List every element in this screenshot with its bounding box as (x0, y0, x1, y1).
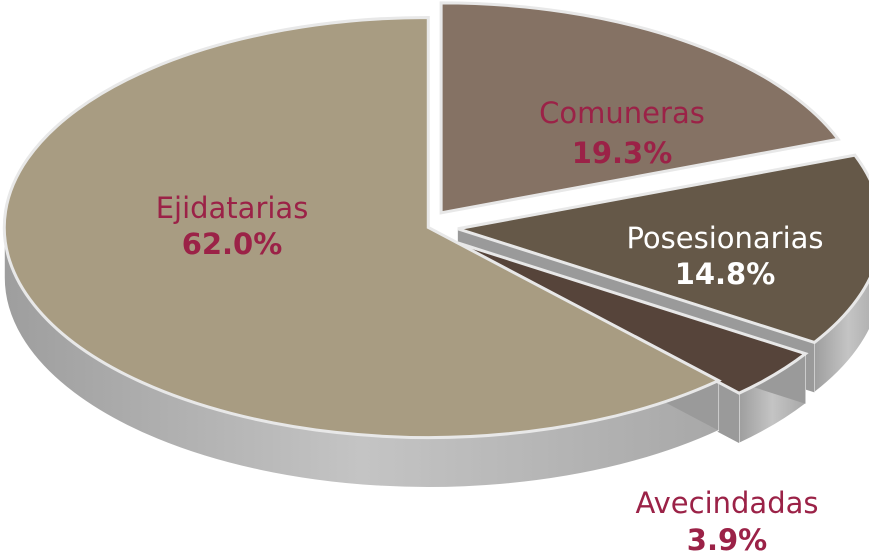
slice (448, 238, 809, 395)
pie-slices (2, 1, 869, 439)
slice-label: Posesionarias (626, 221, 823, 255)
slice-value-label: 14.8% (675, 257, 776, 291)
slice (2, 15, 722, 439)
slice-value-label: 62.0% (182, 227, 283, 261)
slice-label: Comuneras (539, 96, 705, 130)
slice-label: Avecindadas (636, 486, 819, 520)
slice (457, 153, 869, 345)
slice-label: Ejidatarias (156, 191, 309, 225)
slice (439, 1, 841, 215)
slice-value-label: 19.3% (572, 136, 673, 170)
slice-value-label: 3.9% (687, 523, 767, 555)
